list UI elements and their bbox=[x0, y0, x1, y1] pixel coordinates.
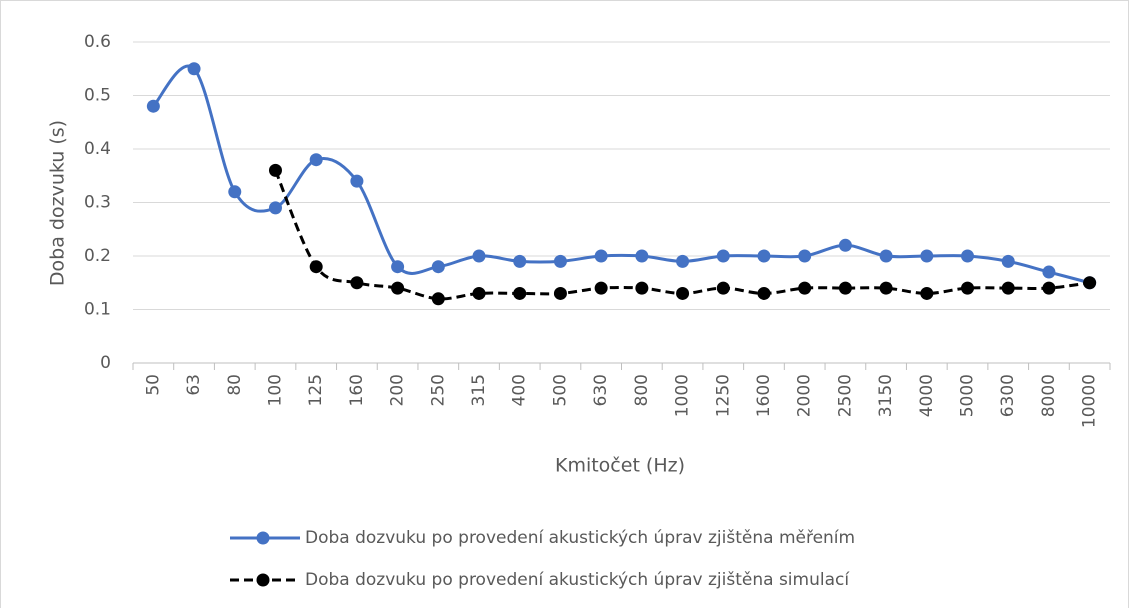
x-tick-label: 315 bbox=[469, 374, 489, 406]
legend-label: Doba dozvuku po provedení akustických úp… bbox=[305, 528, 855, 548]
marker bbox=[268, 163, 282, 177]
marker bbox=[309, 260, 323, 274]
marker bbox=[187, 62, 201, 76]
marker bbox=[513, 286, 527, 300]
x-axis-title: Kmitočet (Hz) bbox=[555, 455, 685, 477]
x-tick-label: 1000 bbox=[673, 374, 693, 417]
marker bbox=[920, 249, 934, 263]
marker bbox=[676, 286, 690, 300]
x-tick-label: 80 bbox=[225, 374, 245, 396]
marker bbox=[472, 286, 486, 300]
x-tick-label: 1250 bbox=[713, 374, 733, 417]
marker bbox=[838, 238, 852, 252]
x-tick-label: 400 bbox=[510, 374, 530, 406]
x-tick-label: 630 bbox=[591, 374, 611, 406]
marker bbox=[594, 281, 608, 295]
marker bbox=[391, 260, 405, 274]
marker bbox=[635, 281, 649, 295]
marker bbox=[879, 249, 893, 263]
marker bbox=[1001, 281, 1015, 295]
marker bbox=[228, 185, 242, 199]
x-tick-label: 100 bbox=[265, 374, 285, 406]
marker bbox=[838, 281, 852, 295]
x-tick-label: 500 bbox=[550, 374, 570, 406]
x-tick-label: 8000 bbox=[1039, 374, 1059, 417]
y-tick-label: 0.2 bbox=[84, 246, 111, 266]
x-tick-label: 1600 bbox=[754, 374, 774, 417]
marker bbox=[1001, 254, 1015, 268]
marker bbox=[676, 254, 690, 268]
y-tick-label: 0.1 bbox=[84, 300, 111, 320]
y-tick-label: 0.3 bbox=[84, 193, 111, 213]
marker bbox=[431, 292, 445, 306]
marker bbox=[757, 249, 771, 263]
marker bbox=[716, 249, 730, 263]
marker bbox=[350, 174, 364, 188]
x-tick-label: 3150 bbox=[876, 374, 896, 417]
y-axis-title: Doba dozvuku (s) bbox=[47, 120, 69, 286]
marker bbox=[513, 254, 527, 268]
marker bbox=[716, 281, 730, 295]
marker bbox=[1083, 276, 1097, 290]
marker bbox=[961, 281, 975, 295]
marker bbox=[268, 201, 282, 215]
marker bbox=[635, 249, 649, 263]
marker bbox=[798, 249, 812, 263]
marker bbox=[594, 249, 608, 263]
marker bbox=[431, 260, 445, 274]
marker bbox=[146, 99, 160, 113]
legend-marker bbox=[256, 531, 270, 545]
x-tick-label: 4000 bbox=[917, 374, 937, 417]
marker bbox=[757, 286, 771, 300]
y-tick-label: 0.4 bbox=[84, 139, 111, 159]
marker bbox=[1042, 265, 1056, 279]
legend-marker bbox=[256, 573, 270, 587]
y-tick-label: 0.6 bbox=[84, 32, 111, 52]
y-tick-label: 0 bbox=[100, 353, 111, 373]
x-tick-label: 800 bbox=[632, 374, 652, 406]
marker bbox=[920, 286, 934, 300]
marker bbox=[309, 153, 323, 167]
x-tick-label: 2500 bbox=[835, 374, 855, 417]
x-tick-label: 250 bbox=[428, 374, 448, 406]
x-tick-label: 2000 bbox=[795, 374, 815, 417]
marker bbox=[961, 249, 975, 263]
marker bbox=[1042, 281, 1056, 295]
marker bbox=[553, 254, 567, 268]
x-tick-label: 200 bbox=[388, 374, 408, 406]
x-tick-label: 63 bbox=[184, 374, 204, 396]
x-tick-label: 6300 bbox=[998, 374, 1018, 417]
marker bbox=[553, 286, 567, 300]
marker bbox=[350, 276, 364, 290]
x-tick-label: 10000 bbox=[1080, 374, 1100, 428]
x-tick-label: 160 bbox=[347, 374, 367, 406]
marker bbox=[472, 249, 486, 263]
marker bbox=[391, 281, 405, 295]
marker bbox=[798, 281, 812, 295]
x-tick-label: 5000 bbox=[958, 374, 978, 417]
y-tick-label: 0.5 bbox=[84, 86, 111, 106]
x-tick-label: 125 bbox=[306, 374, 326, 406]
legend-label: Doba dozvuku po provedení akustických úp… bbox=[305, 570, 850, 590]
marker bbox=[879, 281, 893, 295]
x-tick-label: 50 bbox=[143, 374, 163, 396]
